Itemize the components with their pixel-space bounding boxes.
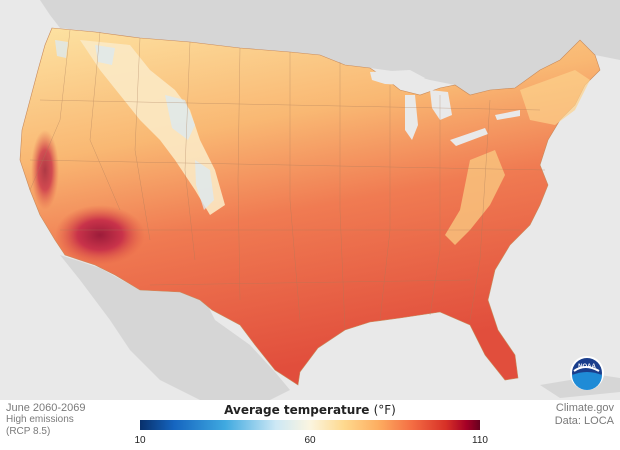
noaa-logo: NOAA [570,356,604,390]
lake-michigan [405,95,418,140]
source-site: Climate.gov [555,402,614,414]
rocky-mountains-cool [80,40,225,215]
lake-ontario [495,110,520,120]
state-borders [29,29,546,331]
legend-color-bar [140,420,480,430]
scenario-label: High emissions [6,414,74,425]
lake-superior [370,70,425,85]
canada-landmass [40,0,620,95]
legend-tick-min: 10 [134,435,146,446]
legend-tick-max: 110 [472,435,488,446]
legend-unit: (°F) [373,403,396,417]
appalachian-cool [445,150,505,245]
central-valley-hot [31,130,59,210]
temperature-map: NOAA [19,0,620,400]
lake-erie [450,128,488,146]
high-peaks-cold [55,40,214,210]
legend-title: Average temperature (°F) [140,403,480,417]
noaa-logo-text: NOAA [578,364,596,370]
period-label: June 2060-2069 [6,402,86,414]
source-data: Data: LOCA [554,415,614,427]
legend-title-text: Average temperature [224,403,370,417]
lake-huron [430,90,452,120]
northeast-cool [520,70,590,125]
scenario-rcp-label: (RCP 8.5) [6,426,51,437]
source-caption: Climate.gov Data: LOCA [555,402,614,428]
scenario-caption: June 2060-2069 High emissions (RCP 8.5) [6,402,86,438]
desert-southwest-hot [55,205,145,265]
mexico-landmass [60,255,290,400]
legend-tick-mid: 60 [304,435,316,446]
